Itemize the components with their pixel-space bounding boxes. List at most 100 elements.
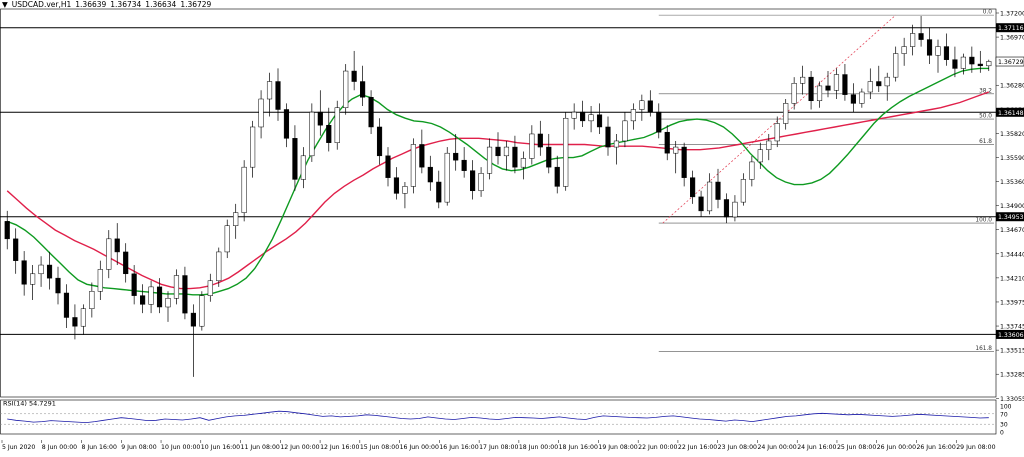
candle-body — [461, 159, 467, 171]
candle-body — [664, 131, 670, 154]
candle-body — [867, 81, 873, 93]
high-value: 1.36734 — [110, 0, 142, 9]
chart-header: ▼ USDCAD.ver,H1 1.36639 1.36734 1.36634 1.367… — [2, 0, 215, 9]
price-tick-label: 1.33285 — [1000, 372, 1024, 379]
time-tick-label: 8 Jun 00:00 — [42, 444, 77, 451]
candle-body — [749, 161, 755, 180]
candle-body — [156, 286, 163, 308]
candle-body — [647, 100, 653, 113]
candle-body — [13, 238, 19, 261]
candle-body — [698, 196, 704, 212]
candle-body — [596, 114, 603, 128]
candle-body — [757, 149, 763, 163]
rsi-tick-label: 100 — [1000, 404, 1012, 411]
candle-body — [436, 181, 442, 203]
candle-body — [385, 155, 391, 178]
candle-body — [613, 140, 620, 148]
candle-body — [283, 109, 290, 139]
time-tick-label: 17 Jun 08:00 — [479, 444, 518, 451]
candle-body — [63, 292, 70, 318]
price-tick-label: 1.36280 — [1000, 83, 1024, 90]
candle-body — [630, 109, 636, 122]
rsi-panel-frame — [0, 399, 997, 435]
time-tick-label: 9 Jun 08:00 — [121, 444, 156, 451]
candle-body — [190, 312, 196, 327]
candle-body — [503, 146, 510, 157]
candle-body — [106, 238, 112, 270]
price-level-tag — [996, 107, 1024, 117]
candle-body — [444, 152, 450, 203]
candle-body — [38, 264, 44, 275]
time-tick-label: 22 Jun 16:00 — [678, 444, 717, 451]
fib-level-label: 61.8 — [979, 139, 992, 145]
candle-body — [402, 186, 408, 194]
time-tick-label: 5 Jun 2020 — [2, 444, 35, 451]
candle-body — [639, 100, 645, 110]
price-level-tag-label: 1.33606 — [998, 332, 1024, 339]
candle-body — [360, 81, 366, 98]
candle-body — [952, 59, 958, 69]
candle-body — [343, 70, 349, 108]
price-level-tag-label: 1.37116 — [998, 25, 1024, 32]
moving-average-green-line — [6, 67, 989, 296]
candle-body — [529, 133, 535, 159]
candle-body — [131, 273, 137, 296]
candle-body — [910, 33, 916, 47]
price-level-tag — [996, 329, 1024, 339]
candle-body — [140, 295, 146, 305]
candle-body — [833, 74, 840, 91]
candle-body — [706, 181, 713, 212]
rsi-tick-label: 70 — [1000, 411, 1008, 418]
candle-body — [376, 126, 383, 157]
time-tick-label: 23 Jun 08:00 — [718, 444, 757, 451]
candle-body — [690, 177, 696, 198]
candle-body — [554, 166, 560, 187]
price-level-tag-label: 1.34953 — [998, 214, 1024, 221]
candle-body — [326, 124, 332, 143]
time-tick-label: 10 Jun 00:00 — [161, 444, 200, 451]
symbol-label: USDCAD.ver,H1 — [11, 0, 72, 9]
candle-body — [173, 275, 180, 299]
candle-body — [605, 126, 611, 148]
time-tick-label: 19 Jun 08:00 — [598, 444, 637, 451]
candle-body — [165, 298, 171, 308]
candle-body — [216, 251, 222, 282]
price-tick-label: 1.35360 — [1000, 179, 1024, 186]
candle-body — [842, 74, 848, 95]
time-tick-label: 10 Jun 16:00 — [201, 444, 240, 451]
price-tick-label: 1.33975 — [1000, 299, 1024, 306]
time-tick-label: 26 Jun 00:00 — [877, 444, 916, 451]
candle-body — [926, 39, 933, 56]
moving-average-red-line — [6, 91, 990, 290]
candle-body — [89, 291, 95, 309]
price-tick-label: 1.34440 — [1000, 251, 1024, 258]
candle-body — [816, 85, 823, 102]
candle-body — [4, 221, 10, 240]
candle-body — [453, 152, 459, 161]
rsi-label: RSI(14) 54.7291 — [3, 400, 56, 408]
time-tick-label: 24 Jun 16:00 — [797, 444, 836, 451]
price-tick-label: 1.34670 — [1000, 227, 1024, 234]
candle-body — [419, 144, 425, 168]
rsi-tick-label: 0 — [1000, 430, 1004, 437]
candle-body — [207, 280, 213, 296]
candle-body — [943, 46, 950, 60]
candle-body — [563, 117, 569, 187]
candle-body — [182, 275, 188, 314]
dropdown-triangle-icon[interactable]: ▼ — [2, 0, 8, 9]
candle-body — [977, 63, 983, 67]
candle-body — [224, 225, 230, 253]
candle-body — [334, 107, 340, 143]
candle-body — [266, 81, 273, 100]
candle-body — [732, 201, 738, 218]
time-tick-label: 15 Jun 08:00 — [360, 444, 399, 451]
price-level-tag-label: 1.36148 — [998, 110, 1024, 117]
candle-body — [681, 146, 687, 178]
candle-body — [300, 155, 306, 180]
time-tick-label: 22 Jun 00:00 — [638, 444, 677, 451]
time-tick-label: 18 Jun 00:00 — [519, 444, 558, 451]
candle-body — [410, 144, 416, 187]
candle-body — [893, 53, 899, 78]
